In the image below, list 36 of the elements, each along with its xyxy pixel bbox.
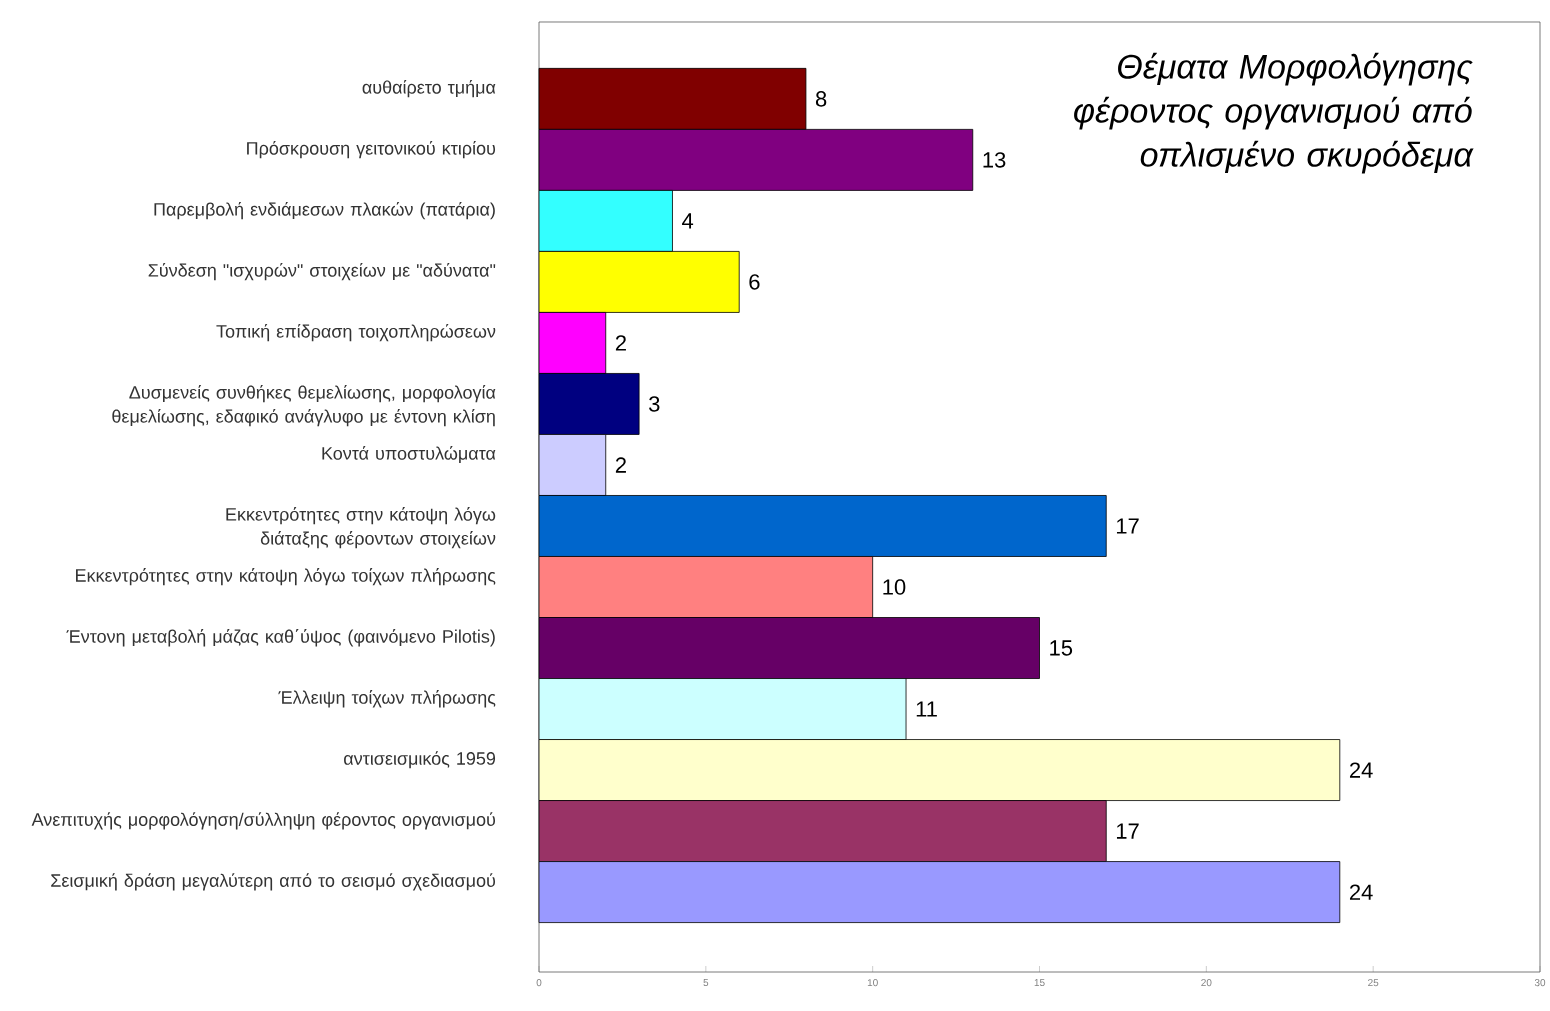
y-tick-label: Εκκεντρότητες στην κάτοψη λόγω τοίχων πλήρωσης xyxy=(76,568,496,586)
data-label: 4 xyxy=(682,213,694,229)
data-label: 24 xyxy=(1349,884,1373,900)
data-label: 17 xyxy=(1116,823,1139,839)
data-label: 6 xyxy=(749,274,760,290)
data-label: 17 xyxy=(1116,518,1139,534)
x-tick-label: 25 xyxy=(1368,979,1379,987)
y-tick-label: Κοντά υποστυλώματα xyxy=(322,446,496,464)
y-tick-label: αυθαίρετο τμήμα xyxy=(362,79,496,98)
data-label: 15 xyxy=(1050,640,1073,656)
x-tick-label: 10 xyxy=(867,979,878,987)
data-label: 8 xyxy=(815,91,827,107)
y-tick-label: Εκκεντρότητες στην κάτοψη λόγω διάταξης φέροντων στοιχείων xyxy=(226,507,496,549)
x-tick-label: 15 xyxy=(1034,979,1045,987)
data-label: 13 xyxy=(983,152,1006,168)
data-label: 2 xyxy=(615,457,626,473)
y-tick-label: Ανεπιτυχής μορφολόγηση/σύλληψη φέροντος οργανισμού xyxy=(31,812,496,830)
x-tick-label: 0 xyxy=(536,979,542,987)
y-tick-label: Σεισμική δράση μεγαλύτερη από το σεισμό σχεδιασμού xyxy=(51,873,496,891)
x-tick-label: 20 xyxy=(1201,979,1212,987)
y-tick-label: Σύνδεση "ισχυρών" στοιχείων με "αδύνατα" xyxy=(148,263,496,281)
y-tick-label: Παρεμβολή ενδιάμεσων πλακών (πατάρια) xyxy=(154,201,495,220)
y-tick-label: Τοπική επίδραση τοιχοπληρώσεων xyxy=(216,324,496,342)
x-tick-label: 30 xyxy=(1534,979,1546,987)
y-tick-label: αντισεισμικός 1959 xyxy=(344,751,496,769)
y-tick-label: Δυσμενείς συνθήκες θεμελίωσης, μορφολογία θεμελίωσης, εδαφικό ανάγλυφο με έντονη κλίση xyxy=(112,385,496,427)
text: Θέματα Μορφολόγησης φέροντος οργανισμού από οπλισμένο σκυρόδεμα xyxy=(1074,52,1474,174)
y-tick-label: Πρόσκρουση γειτονικού κτιρίου xyxy=(247,140,496,159)
data-label: 3 xyxy=(649,396,660,412)
data-label: 2 xyxy=(615,335,626,351)
data-label: 24 xyxy=(1349,762,1373,778)
data-label: 10 xyxy=(883,579,906,595)
x-tick-label: 5 xyxy=(703,979,709,987)
y-tick-label: Έντονη μεταβολή μάζας καθ΄ύψος (φαινόμενο Pilotis) xyxy=(66,629,495,647)
data-label: 11 xyxy=(916,701,937,717)
y-tick-label: Έλλειψη τοίχων πλήρωσης xyxy=(278,690,496,708)
